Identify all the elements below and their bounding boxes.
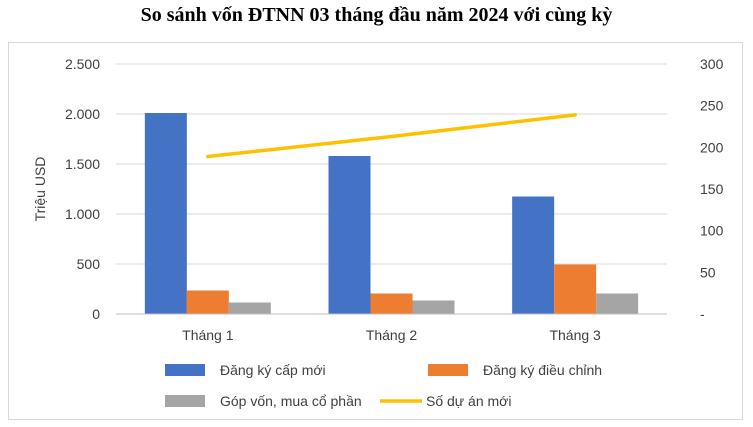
bar [186,290,229,314]
bar [370,293,413,314]
chart-title: So sánh vốn ĐTNN 03 tháng đầu năm 2024 v… [140,4,613,26]
x-tick-label: Tháng 3 [549,327,601,343]
axis-layer: 0 500 1.000 1.500 2.000 2.500 - 50 100 150 200 250 3… [32,56,724,343]
x-tick-label: Tháng 2 [366,327,418,343]
y-tick-label: 1.500 [65,156,100,172]
y2-tick-label: 150 [700,181,724,197]
y2-tick-label: 200 [700,139,724,155]
bar [228,302,271,314]
bar [512,196,555,314]
legend-label: Góp vốn, mua cổ phần [220,393,362,409]
legend-label: Số dự án mới [426,393,511,409]
legend-layer: Đăng ký cấp mới Đăng ký điều chỉnh Góp vốn… [165,362,602,409]
y-tick-label: 500 [77,256,101,272]
bar [144,113,187,314]
line-layer [206,113,577,159]
bar [412,300,455,314]
y2-tick-label: 50 [700,264,716,280]
y-tick-label: 2.500 [65,56,100,72]
y-axis-label: Triệu USD [32,157,48,222]
series-line [206,113,577,159]
x-tick-label: Tháng 1 [182,327,234,343]
bar [596,293,639,314]
y2-tick-label: 250 [700,98,724,114]
y2-tick-label: 100 [700,223,724,239]
legend-swatch [428,364,468,376]
bar [554,264,597,314]
bar [328,156,371,314]
legend-swatch [165,395,205,407]
legend-swatch [165,364,205,376]
y2-tick-label: 300 [700,56,724,72]
y-tick-label: 1.000 [65,206,100,222]
legend-label: Đăng ký điều chỉnh [483,362,602,378]
legend-label: Đăng ký cấp mới [220,362,326,378]
chart-frame [8,42,743,420]
y-tick-label: 2.000 [65,106,100,122]
bar-layer [144,113,639,314]
y-tick-label: 0 [92,306,100,322]
y2-tick-label: - [700,306,705,322]
